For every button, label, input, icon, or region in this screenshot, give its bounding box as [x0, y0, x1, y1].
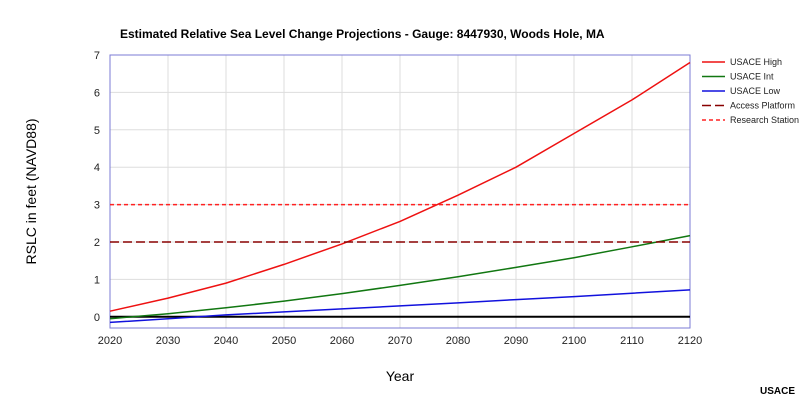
y-tick-label: 0	[94, 312, 100, 324]
x-tick-label: 2030	[156, 335, 180, 347]
x-tick-label: 2100	[562, 335, 586, 347]
series-line-usace-high	[109, 61, 691, 312]
series-line-usace-int	[109, 234, 691, 320]
x-tick-label: 2040	[214, 335, 238, 347]
x-tick-label: 2090	[504, 335, 528, 347]
source-label: USACE	[760, 386, 795, 397]
legend: USACE High USACE Int USACE Low Access Platf…	[702, 57, 799, 125]
legend-entry: USACE Low	[730, 86, 781, 96]
legend-entry: Access Platform	[730, 101, 795, 111]
grid-lines	[109, 54, 691, 328]
legend-entry: USACE Int	[730, 72, 774, 82]
y-tick-label: 4	[94, 162, 100, 174]
x-tick-label: 2070	[388, 335, 412, 347]
y-tick-label: 3	[94, 200, 100, 212]
x-tick-label: 2110	[620, 335, 644, 347]
y-tick-label: 6	[94, 87, 100, 99]
y-tick-label: 5	[94, 125, 100, 137]
x-tick-label: 2060	[330, 335, 354, 347]
x-tick-label: 2020	[98, 335, 122, 347]
series-layer	[109, 61, 691, 324]
plot-frame	[109, 54, 691, 329]
x-tick-label: 2080	[446, 335, 470, 347]
series-line-usace-low	[109, 289, 691, 324]
x-tick-label: 2120	[678, 335, 702, 347]
y-tick-label: 2	[94, 237, 100, 249]
x-axis-label: Year	[386, 368, 415, 384]
x-tick-labels: 2020 2030 2040 2050 2060 2070 2080 2090 2100 2110…	[98, 335, 702, 347]
y-tick-label: 1	[94, 274, 100, 286]
chart-title: Estimated Relative Sea Level Change Proj…	[120, 27, 605, 41]
x-tick-label: 2050	[272, 335, 296, 347]
y-axis-label: RSLC in feet (NAVD88)	[23, 118, 39, 264]
legend-entry: USACE High	[730, 57, 782, 67]
y-tick-label: 7	[94, 50, 100, 62]
legend-entry: Research Station	[730, 115, 799, 125]
y-tick-labels: 0 1 2 3 4 5 6 7	[94, 50, 100, 324]
